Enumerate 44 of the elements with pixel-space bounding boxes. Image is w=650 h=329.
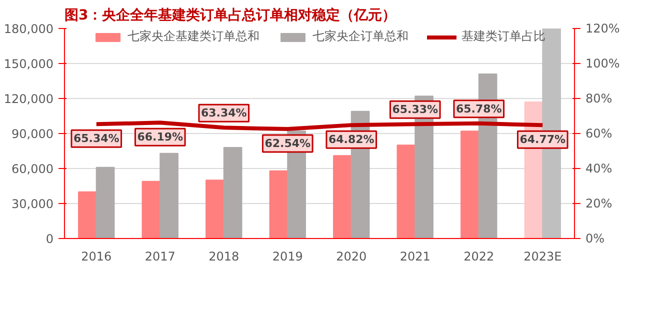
bar <box>160 152 178 238</box>
y2-tick-label: 20% <box>586 196 612 210</box>
y2-tick-label: 60% <box>586 126 612 140</box>
y2-tick-label: 80% <box>586 92 612 106</box>
y-tick-label: 150,000 <box>4 57 54 71</box>
y-tick-label: 90,000 <box>12 127 54 141</box>
data-label: 65.34% <box>73 132 120 146</box>
data-label: 64.82% <box>328 133 374 146</box>
y-tick-label: 30,000 <box>12 197 54 211</box>
y-tick-label: 180,000 <box>4 22 54 36</box>
bar <box>269 170 288 238</box>
y-tick-label: 120,000 <box>4 92 54 106</box>
bar <box>96 166 115 238</box>
y2-tick-label: 40% <box>586 162 612 176</box>
data-label: 62.54% <box>264 137 311 150</box>
x-tick-label: 2018 <box>208 250 240 264</box>
bar <box>223 147 242 238</box>
bar <box>78 191 97 238</box>
bar <box>333 155 352 238</box>
bar <box>206 180 224 238</box>
x-tick-label: 2017 <box>144 250 176 264</box>
data-label: 65.78% <box>456 102 502 116</box>
x-tick-label: 2022 <box>464 250 494 264</box>
x-tick-label: 2016 <box>81 250 112 264</box>
y2-tick-label: 100% <box>586 56 620 70</box>
y-tick-label: 0 <box>46 232 54 246</box>
data-label: 63.34% <box>200 106 247 120</box>
x-tick-label: 2020 <box>336 250 367 264</box>
chart-title: 图3：央企全年基建类订单占总订单相对稳定（亿元） <box>64 6 396 24</box>
y-tick-label: 60,000 <box>12 162 54 176</box>
bar <box>142 180 161 238</box>
x-tick-label: 2021 <box>400 250 430 264</box>
data-label: 66.19% <box>137 130 184 144</box>
data-label: 65.33% <box>392 103 438 116</box>
legend-label: 七家央企订单总和 <box>312 28 408 45</box>
legend-label: 基建类订单占比 <box>462 28 546 45</box>
bar <box>396 144 416 238</box>
legend-label: 七家央企基建类订单总和 <box>128 28 260 45</box>
y2-tick-label: 0% <box>586 232 605 246</box>
y2-tick-label: 120% <box>586 22 620 36</box>
x-tick-label: 2023E <box>524 250 562 264</box>
x-tick-label: 2019 <box>272 250 303 264</box>
bar <box>460 130 480 238</box>
data-label: 64.77% <box>520 133 566 146</box>
